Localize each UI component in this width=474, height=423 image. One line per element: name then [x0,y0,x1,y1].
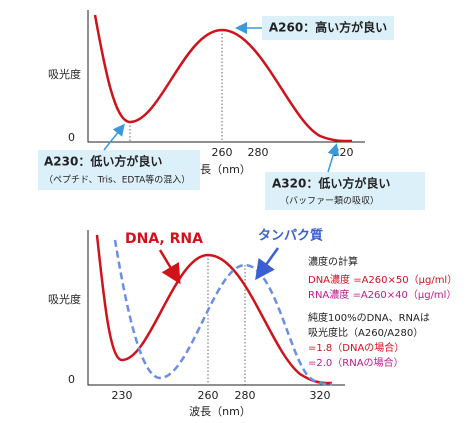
note: DNA濃度 =A260×50（μg/ml） [308,273,457,286]
bottom-chart: 吸光度 0 230 260 280 320 波長（nm） DNA, RNA タン… [48,228,457,419]
x-tick: 230 [112,389,133,402]
axes [87,230,345,386]
callout: A260：高い方が良い [269,20,387,35]
callout: A320：低い方が良い [272,176,390,191]
callout-box [38,150,200,190]
arrow [327,143,340,173]
note: =1.8（DNAの場合） [308,341,404,354]
note: 吸光度比（A260/A280） [308,326,423,339]
dna-label: DNA, RNA [125,231,203,247]
protein-curve [113,239,333,386]
axes [87,10,365,143]
protein-label: タンパク質 [258,228,323,244]
note: RNA濃度 =A260×40（μg/ml） [308,288,456,301]
top-chart: 吸光度 0 260 280 320 波長（nm） A260：高い方が良い A23… [38,10,425,210]
y-label: 吸光度 [48,67,81,81]
x-tick: 260 [212,146,233,159]
note: =2.0（RNAの場合） [308,356,404,369]
x-label: 波長（nm） [189,405,251,418]
arrow [103,123,125,151]
x-tick: 260 [198,389,219,402]
x-tick: 280 [248,146,269,159]
y-label: 吸光度 [48,292,81,306]
arrow [255,247,280,281]
callout-box [262,16,394,40]
curve [93,14,353,143]
callout-note: （ペプチド、Tris、EDTA等の混入） [44,174,190,186]
zero-label: 0 [68,131,75,144]
note: 純度100%のDNA、RNAは [308,311,430,324]
x-tick: 280 [235,389,256,402]
callout-box [265,172,425,210]
x-tick: 320 [310,389,331,402]
x-label: 波長（nm） [189,163,251,176]
note: 濃度の計算 [308,255,358,268]
callout: A230：低い方が良い [44,154,162,169]
callout-note: （バッファー類の吸収） [280,195,379,207]
arrow [158,249,181,285]
zero-label: 0 [68,373,75,386]
dna-curve [95,234,333,385]
